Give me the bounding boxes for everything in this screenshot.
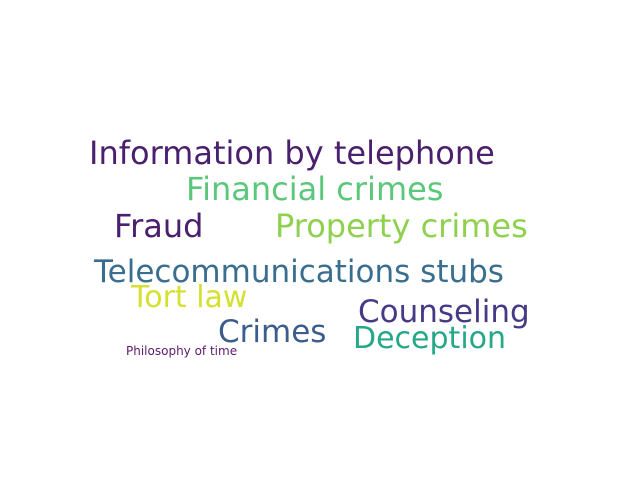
word-counseling: Counseling	[358, 294, 530, 330]
word-deception: Deception	[353, 321, 507, 356]
word-crimes: Crimes	[218, 314, 327, 350]
word-philosophy-of-time: Philosophy of time	[126, 344, 238, 358]
word-financial-crimes: Financial crimes	[186, 170, 444, 208]
word-property-crimes: Property crimes	[275, 207, 528, 245]
word-fraud: Fraud	[114, 207, 204, 245]
word-information-by-telephone: Information by telephone	[89, 134, 495, 172]
word-tort-law: Tort law	[131, 280, 248, 315]
word-telecommunications-stubs: Telecommunications stubs	[94, 254, 504, 290]
